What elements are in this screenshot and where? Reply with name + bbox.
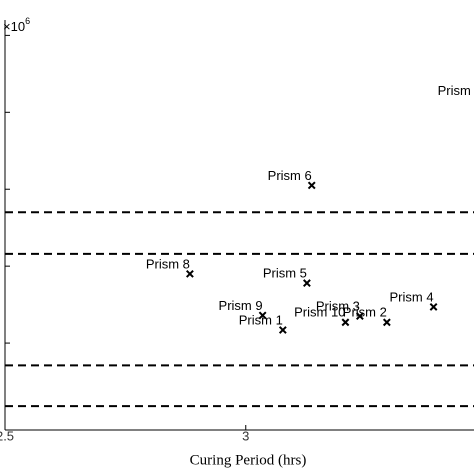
point bbox=[307, 181, 316, 190]
point-label: Prism 8 bbox=[146, 256, 190, 271]
x-tick-label: 3 bbox=[242, 428, 249, 443]
point-label: Prism 2 bbox=[343, 305, 387, 320]
point-label: Prism 5 bbox=[263, 266, 307, 281]
multiplier-base: ×10 bbox=[3, 19, 25, 34]
point bbox=[258, 311, 267, 320]
point bbox=[429, 303, 438, 311]
multiplier-exponent: 6 bbox=[25, 16, 30, 26]
point bbox=[185, 269, 194, 278]
x-axis-label: Curing Period (hrs) bbox=[190, 452, 307, 468]
point bbox=[278, 326, 287, 334]
point-label: Prism 6 bbox=[268, 168, 312, 183]
point-label: Prism 10 bbox=[294, 305, 345, 320]
y-multiplier: ×106 bbox=[3, 16, 30, 34]
point bbox=[382, 318, 391, 327]
point-label: Prism 3 bbox=[316, 299, 360, 314]
point bbox=[303, 279, 311, 287]
point-label: Prism 7 bbox=[438, 83, 474, 98]
point-label: Prism 1 bbox=[239, 312, 283, 327]
point-label: Prism 9 bbox=[219, 298, 263, 313]
x-tick-label: 2.5 bbox=[0, 428, 14, 443]
point bbox=[341, 318, 350, 327]
point bbox=[355, 312, 364, 321]
point-label: Prism 4 bbox=[389, 289, 433, 304]
